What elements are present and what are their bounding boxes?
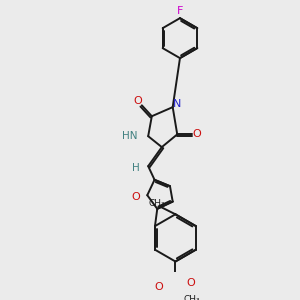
Text: O: O xyxy=(187,278,195,288)
Text: N: N xyxy=(173,98,182,109)
Text: O: O xyxy=(155,282,164,292)
Text: O: O xyxy=(192,129,201,140)
Text: CH₃: CH₃ xyxy=(184,295,200,300)
Text: H: H xyxy=(132,163,140,173)
Text: O: O xyxy=(134,96,142,106)
Text: HN: HN xyxy=(122,131,137,141)
Text: O: O xyxy=(131,192,140,202)
Text: F: F xyxy=(177,6,183,16)
Text: CH₃: CH₃ xyxy=(148,199,165,208)
